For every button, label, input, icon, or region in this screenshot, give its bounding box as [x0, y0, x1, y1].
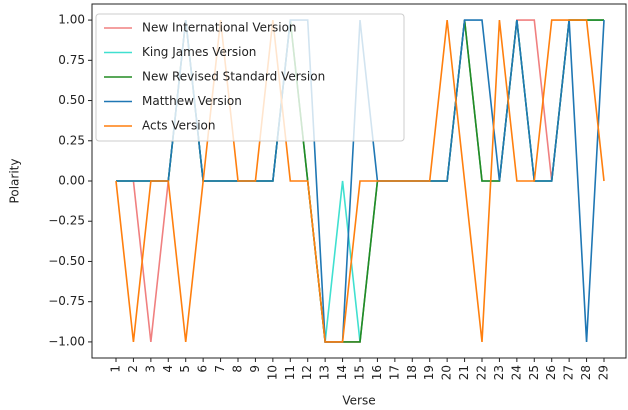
x-tick-label: 24	[509, 365, 523, 380]
y-tick-label: 0.00	[58, 174, 85, 188]
y-tick-label: −0.50	[48, 254, 85, 268]
y-tick-label: −0.25	[48, 214, 85, 228]
x-tick-label: 14	[335, 365, 349, 380]
y-tick-label: 0.50	[58, 93, 85, 107]
x-tick-label: 17	[387, 365, 401, 380]
x-tick-label: 20	[440, 365, 454, 380]
x-tick-label: 9	[248, 365, 262, 373]
x-tick-label: 5	[178, 365, 192, 373]
x-tick-label: 4	[161, 365, 175, 373]
x-tick-label: 28	[579, 365, 593, 380]
x-tick-label: 13	[318, 365, 332, 380]
series-line	[115, 19, 605, 343]
x-tick-label: 16	[370, 365, 384, 380]
legend-label: New Revised Standard Version	[142, 70, 325, 84]
x-tick-label: 29	[597, 365, 611, 380]
x-axis-label: Verse	[342, 394, 375, 408]
x-tick-label: 6	[196, 365, 210, 373]
legend: New International Version King James Vers…	[95, 13, 405, 142]
legend-box	[95, 13, 405, 142]
y-tick-label: −1.00	[48, 334, 85, 348]
x-tick-label: 2	[126, 365, 140, 373]
x-tick-label: 18	[405, 365, 419, 380]
x-tick-label: 19	[422, 365, 436, 380]
y-tick-label: −0.75	[48, 294, 85, 308]
x-tick-label: 27	[562, 365, 576, 380]
x-tick-label: 25	[527, 365, 541, 380]
x-tick-label: 8	[231, 365, 245, 373]
x-tick-label: 3	[143, 365, 157, 373]
y-axis-label: Polarity	[8, 159, 22, 204]
y-tick-label: 0.75	[58, 53, 85, 67]
x-tick-label: 12	[300, 365, 314, 380]
legend-label: New International Version	[142, 21, 297, 35]
legend-label: King James Version	[142, 45, 256, 59]
x-tick-label: 7	[213, 365, 227, 373]
x-tick-label: 23	[492, 365, 506, 380]
x-tick-label: 11	[283, 365, 297, 380]
legend-label: Matthew Version	[142, 94, 242, 108]
x-tick-label: 22	[475, 365, 489, 380]
legend-label: Acts Version	[142, 119, 216, 133]
y-tick-label: 1.00	[58, 13, 85, 27]
x-tick-label: 1	[109, 365, 123, 373]
x-tick-label: 21	[457, 365, 471, 380]
y-tick-label: 0.25	[58, 133, 85, 147]
x-tick-label: 15	[353, 365, 367, 380]
x-tick-label: 26	[544, 365, 558, 380]
plot-frame	[91, 3, 627, 359]
x-tick-label: 10	[265, 365, 279, 380]
